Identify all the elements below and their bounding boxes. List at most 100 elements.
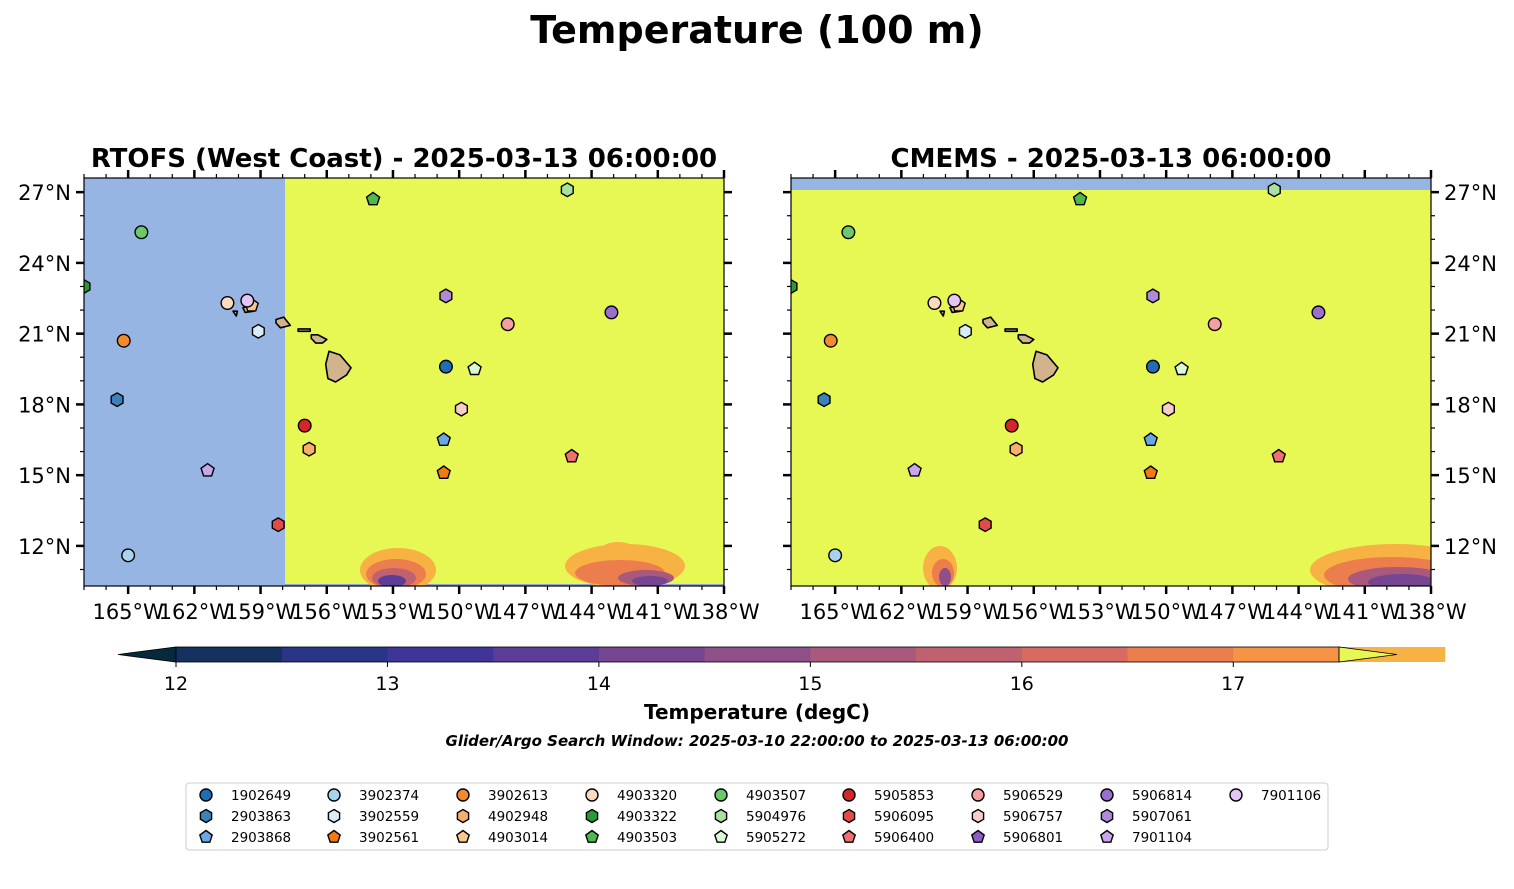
cmems-lon-label: 138°W [1395, 600, 1467, 624]
colorbar-segments [117, 646, 1446, 663]
colorbar-tick-label: 17 [1221, 673, 1245, 695]
rtofs-lat-label: 18°N [18, 393, 71, 417]
legend-marker-5906801 [970, 829, 986, 843]
cmems-float-1902649 [1145, 359, 1160, 374]
cmems-float-2903868 [1143, 432, 1159, 446]
colorbar-tick-label: 14 [587, 673, 611, 695]
colorbar-segment [598, 647, 706, 662]
colorbar-outline [175, 646, 1340, 663]
rtofs-map-frame [83, 177, 725, 587]
legend-label-7901106: 7901106 [1261, 788, 1321, 804]
colorbar-tick-label: 12 [164, 673, 188, 695]
legend-marker-4903014 [455, 829, 471, 843]
legend-marker-5905272 [713, 829, 729, 843]
colorbar-tick-label: 16 [1010, 673, 1034, 695]
rtofs-hawaii-big-island [324, 350, 352, 383]
legend-box [185, 782, 1329, 851]
cmems-lat-label: 15°N [1444, 464, 1497, 488]
cmems-niihau-island [939, 310, 946, 317]
cmems-float-3902613 [823, 333, 838, 348]
rtofs-map-area [84, 178, 724, 586]
rtofs-float-5905853 [297, 418, 312, 433]
colorbar-label: Temperature (degC) [644, 700, 870, 724]
search-window-caption: Glider/Argo Search Window: 2025-03-10 22… [446, 732, 1069, 750]
rtofs-lon-label: 144°W [556, 600, 628, 624]
legend-label-2903863: 2903863 [231, 809, 291, 825]
legend-label-5905853: 5905853 [874, 788, 934, 804]
rtofs-float-5906814 [604, 305, 619, 320]
rtofs-float-7901106 [240, 293, 255, 308]
legend-label-5907061: 5907061 [1132, 809, 1192, 825]
cmems-cold-patch-east [1310, 544, 1431, 586]
colorbar: 12 13 14 15 16 17 Temperature (degC) [117, 646, 1446, 724]
cmems-map-frame [790, 177, 1432, 587]
colorbar-segment [1127, 647, 1234, 662]
colorbar-segment [916, 647, 1023, 662]
cmems-float-4903503 [1072, 191, 1088, 206]
cmems-lat-label: 18°N [1444, 393, 1497, 417]
rtofs-lon-label: 150°W [423, 600, 495, 624]
rtofs-lat-label: 15°N [18, 464, 71, 488]
legend-label-4903507: 4903507 [746, 788, 806, 804]
legend-label-1902649: 1902649 [231, 788, 291, 804]
cmems-lat-label: 12°N [1444, 535, 1497, 559]
cmems-lon-label: 153°W [1064, 600, 1136, 624]
cmems-float-2903863 [817, 392, 831, 408]
rtofs-lon-label: 165°W [92, 600, 164, 624]
rtofs-float-2903868 [436, 432, 452, 446]
cmems-float-3902559 [958, 323, 972, 339]
rtofs-float-5906400 [564, 448, 580, 463]
cmems-lat-label: 21°N [1444, 323, 1497, 347]
cmems-warm-field [791, 178, 1431, 586]
cmems-float-5906529 [1207, 317, 1222, 332]
cmems-hawaii-big-island [1031, 350, 1059, 383]
legend-marker-2903868 [198, 829, 214, 843]
colorbar-segment [281, 647, 388, 662]
rtofs-warm-field [285, 178, 724, 584]
cmems-float-4903507 [841, 225, 856, 240]
legend-marker-5904976 [714, 808, 728, 824]
legend-marker-5906529 [971, 788, 985, 802]
rtofs-float-2903863 [110, 392, 124, 408]
colorbar-tick-label: 13 [375, 673, 399, 695]
legend-marker-5905853 [842, 788, 856, 802]
rtofs-lon-label: 141°W [622, 600, 694, 624]
rtofs-float-3902613 [116, 333, 131, 348]
rtofs-float-4903503 [365, 191, 381, 206]
cmems-float-3902374 [828, 548, 843, 563]
legend-label-5906801: 5906801 [1003, 830, 1063, 846]
legend-marker-7901104 [1099, 829, 1115, 843]
legend-marker-1902649 [199, 788, 213, 802]
cmems-islands [939, 304, 1059, 383]
colorbar-segment [810, 647, 917, 662]
rtofs-cold-patch-east [565, 542, 685, 586]
legend-marker-4903322 [585, 808, 599, 824]
cmems-lon-label: 141°W [1329, 600, 1401, 624]
legend-label-4903503: 4903503 [617, 830, 677, 846]
cmems-tick-marks: 165°W162°W159°W156°W153°W150°W147°W144°W… [783, 170, 1497, 624]
legend-label-5906529: 5906529 [1003, 788, 1063, 804]
rtofs-lon-label: 153°W [357, 600, 429, 624]
rtofs-niihau-island [232, 310, 239, 317]
colorbar-ticks: 12 13 14 15 16 17 [164, 662, 1245, 695]
legend-label-3902559: 3902559 [359, 809, 419, 825]
cmems-cold-patch-west [923, 546, 957, 586]
rtofs-lat-label: 12°N [18, 535, 71, 559]
cmems-float-5907061 [1146, 288, 1160, 304]
rtofs-lat-label: 24°N [18, 252, 71, 276]
legend-marker-3902561 [326, 829, 342, 843]
cmems-lon-label: 159°W [932, 600, 1004, 624]
cmems-float-7901106 [947, 293, 962, 308]
legend-entries: 1902649 2903863 2903868 3902374 3902559 39025… [198, 788, 1321, 846]
rtofs-lon-label: 159°W [225, 600, 297, 624]
colorbar-segment [704, 647, 811, 662]
rtofs-float-5906529 [500, 317, 515, 332]
legend-label-3902613: 3902613 [488, 788, 548, 804]
cmems-float-4903320 [927, 295, 942, 310]
cmems-lon-label: 144°W [1263, 600, 1335, 624]
legend-marker-3902559 [327, 808, 341, 824]
rtofs-panel-title: RTOFS (West Coast) - 2025-03-13 06:00:00 [91, 144, 717, 174]
cmems-float-5904976 [1267, 182, 1281, 198]
legend-label-5904976: 5904976 [746, 809, 806, 825]
